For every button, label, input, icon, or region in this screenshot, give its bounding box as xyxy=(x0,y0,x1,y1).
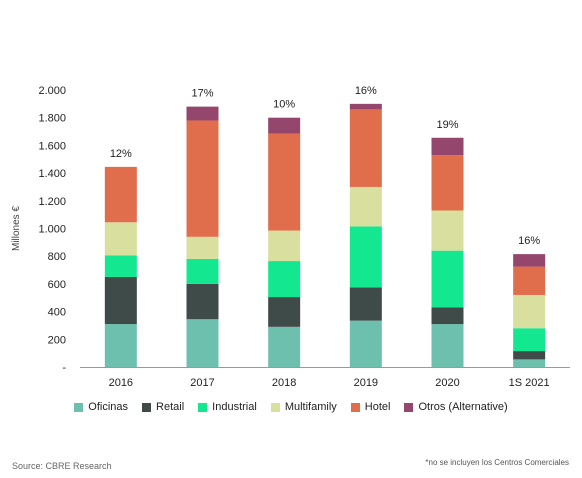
legend-swatch xyxy=(198,402,208,412)
y-tick-label: 1.000 xyxy=(38,224,66,236)
bar-segment-hotel xyxy=(104,166,137,223)
bar-segment-industrial xyxy=(349,226,382,288)
legend-item-multifamily: Multifamily xyxy=(270,401,337,413)
bar-segment-retail xyxy=(349,287,382,321)
stacked-bar-chart: Millones € - 200 400 600 800 1.000 1.200 1.400 1.… xyxy=(11,85,570,389)
y-tick-label: 1.200 xyxy=(38,196,66,208)
bar-segment-multifamily xyxy=(268,230,301,262)
bar-segment-otros-alternative xyxy=(431,137,464,156)
bar-segment-multifamily xyxy=(513,294,546,329)
legend-label: Multifamily xyxy=(284,401,337,413)
legend-swatch xyxy=(350,402,360,412)
y-axis-label: Millones € xyxy=(11,206,22,251)
x-tick-label: 2017 xyxy=(190,377,214,389)
bar-segment-retail xyxy=(431,307,464,325)
bar-segment-retail xyxy=(186,283,219,320)
bar-top-label: 19% xyxy=(436,119,458,131)
legend-item-industrial: Industrial xyxy=(198,401,257,413)
legend-swatch xyxy=(270,402,280,412)
legend-swatch xyxy=(142,402,152,412)
x-tick-label: 1S 2021 xyxy=(509,377,550,389)
y-tick-label: 200 xyxy=(48,334,66,346)
legend-swatch xyxy=(74,402,84,412)
y-tick-label: - xyxy=(62,362,66,374)
bar-segment-industrial xyxy=(431,250,464,308)
x-tick-label: 2019 xyxy=(354,377,378,389)
bar-segment-retail xyxy=(268,297,301,327)
bar-segment-hotel xyxy=(186,120,219,237)
bar-segment-oficinas xyxy=(349,320,382,367)
legend-item-retail: Retail xyxy=(142,401,184,413)
legend-label: Otros (Alternative) xyxy=(418,401,508,413)
x-tick-label: 2018 xyxy=(272,377,296,389)
bar-segment-industrial xyxy=(186,258,219,284)
bar-segment-oficinas xyxy=(186,319,219,367)
bar-segment-oficinas xyxy=(268,326,301,367)
bar-segment-multifamily xyxy=(186,236,219,259)
bar-segment-multifamily xyxy=(431,210,464,251)
bar-segment-otros-alternative xyxy=(268,117,301,134)
bar-segment-hotel xyxy=(431,155,464,211)
legend-label: Oficinas xyxy=(88,401,129,413)
y-tick-label: 600 xyxy=(48,279,66,291)
bar-segment-industrial xyxy=(268,261,301,298)
legend-item-oficinas: Oficinas xyxy=(74,401,128,413)
y-tick-label: 1.400 xyxy=(38,168,66,180)
bar-top-label: 16% xyxy=(518,235,540,247)
legend-label: Retail xyxy=(156,401,185,413)
legend-item-hotel: Hotel xyxy=(350,401,391,413)
bar-segment-otros-alternative xyxy=(349,103,382,110)
bar-segment-industrial xyxy=(513,328,546,352)
bar-segment-hotel xyxy=(268,133,301,231)
legend-label: Industrial xyxy=(212,401,257,413)
legend-item-otros: Otros (Alternative) xyxy=(404,401,508,413)
bar-segment-hotel xyxy=(349,109,382,187)
bar-segment-oficinas xyxy=(104,324,137,367)
bar-segment-retail xyxy=(513,351,546,360)
source-caption: Source: CBRE Research xyxy=(12,461,112,471)
bar-segment-oficinas xyxy=(431,324,464,367)
bar-segment-oficinas xyxy=(513,359,546,367)
x-tick-label: 2020 xyxy=(435,377,459,389)
y-tick-label: 400 xyxy=(48,307,66,319)
bar-top-label: 12% xyxy=(110,148,132,160)
bar-top-label: 17% xyxy=(191,88,213,100)
bar-segment-multifamily xyxy=(349,186,382,227)
legend-label: Hotel xyxy=(364,401,391,413)
bar-top-label: 16% xyxy=(355,85,377,97)
chart-legend: Oficinas Retail Industrial Multifamily H… xyxy=(0,401,582,413)
legend-swatch xyxy=(404,402,414,412)
bar-segment-industrial xyxy=(104,255,137,277)
bar-segment-otros-alternative xyxy=(513,254,546,267)
x-tick-label: 2016 xyxy=(109,377,133,389)
footnote: *no se incluyen los Centros Comerciales xyxy=(425,458,569,467)
bar-segment-hotel xyxy=(513,266,546,295)
y-tick-label: 1.800 xyxy=(38,113,66,125)
y-tick-label: 2.000 xyxy=(38,85,66,97)
bar-segment-multifamily xyxy=(104,222,137,256)
y-tick-label: 800 xyxy=(48,251,66,263)
y-tick-label: 1.600 xyxy=(38,140,66,152)
bar-segment-retail xyxy=(104,276,137,325)
bar-segment-otros-alternative xyxy=(186,106,219,121)
bar-top-label: 10% xyxy=(273,99,295,111)
